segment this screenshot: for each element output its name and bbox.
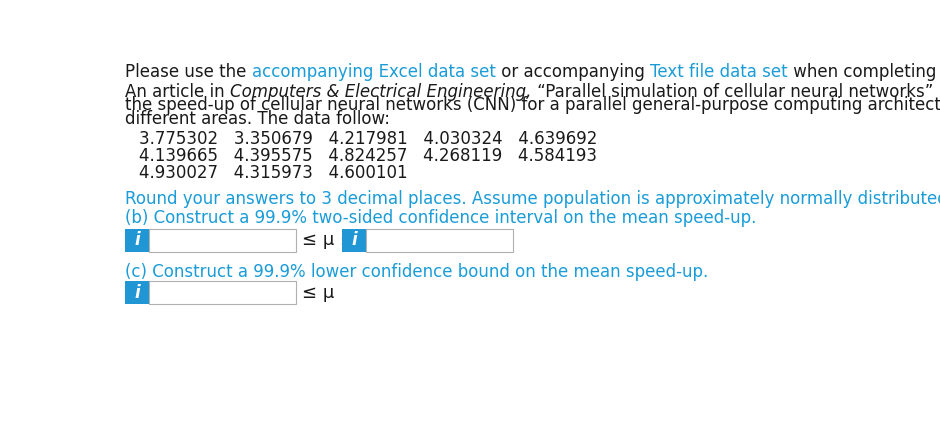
Text: ≤ μ: ≤ μ — [302, 284, 335, 302]
Text: accompanying Excel data set: accompanying Excel data set — [252, 63, 495, 81]
Text: 4.139665   4.395575   4.824257   4.268119   4.584193: 4.139665 4.395575 4.824257 4.268119 4.58… — [139, 147, 597, 165]
Text: Computers & Electrical Engineering,: Computers & Electrical Engineering, — [230, 83, 531, 100]
Text: i: i — [134, 284, 140, 302]
FancyBboxPatch shape — [125, 281, 149, 304]
FancyBboxPatch shape — [125, 229, 149, 252]
FancyBboxPatch shape — [366, 229, 512, 252]
Text: 3.775302   3.350679   4.217981   4.030324   4.639692: 3.775302 3.350679 4.217981 4.030324 4.63… — [139, 130, 598, 148]
Text: “Parallel simulation of cellular neural networks” (1996, Vol. 22, pp. 61–84) con: “Parallel simulation of cellular neural … — [531, 83, 940, 100]
FancyBboxPatch shape — [149, 281, 296, 304]
Text: An article in: An article in — [125, 83, 230, 100]
Text: when completing the following exercise.: when completing the following exercise. — [788, 63, 940, 81]
Text: Please use the: Please use the — [125, 63, 252, 81]
Text: i: i — [351, 231, 357, 250]
Text: Round your answers to 3 decimal places. Assume population is approximately norma: Round your answers to 3 decimal places. … — [125, 190, 940, 208]
Text: (b) Construct a 99.9% two-sided confidence interval on the mean speed-up.: (b) Construct a 99.9% two-sided confiden… — [125, 209, 757, 227]
Text: the speed-up of cellular neural networks (CNN) for a parallel general-purpose co: the speed-up of cellular neural networks… — [125, 96, 940, 115]
Text: (c) Construct a 99.9% lower confidence bound on the mean speed-up.: (c) Construct a 99.9% lower confidence b… — [125, 263, 709, 281]
Text: Text file data set: Text file data set — [650, 63, 788, 81]
FancyBboxPatch shape — [342, 229, 366, 252]
Text: ≤ μ ≤: ≤ μ ≤ — [302, 231, 355, 250]
FancyBboxPatch shape — [149, 229, 296, 252]
Text: i: i — [134, 231, 140, 250]
Text: different areas. The data follow:: different areas. The data follow: — [125, 110, 390, 128]
Text: or accompanying: or accompanying — [495, 63, 650, 81]
Text: 4.930027   4.315973   4.600101: 4.930027 4.315973 4.600101 — [139, 164, 408, 182]
